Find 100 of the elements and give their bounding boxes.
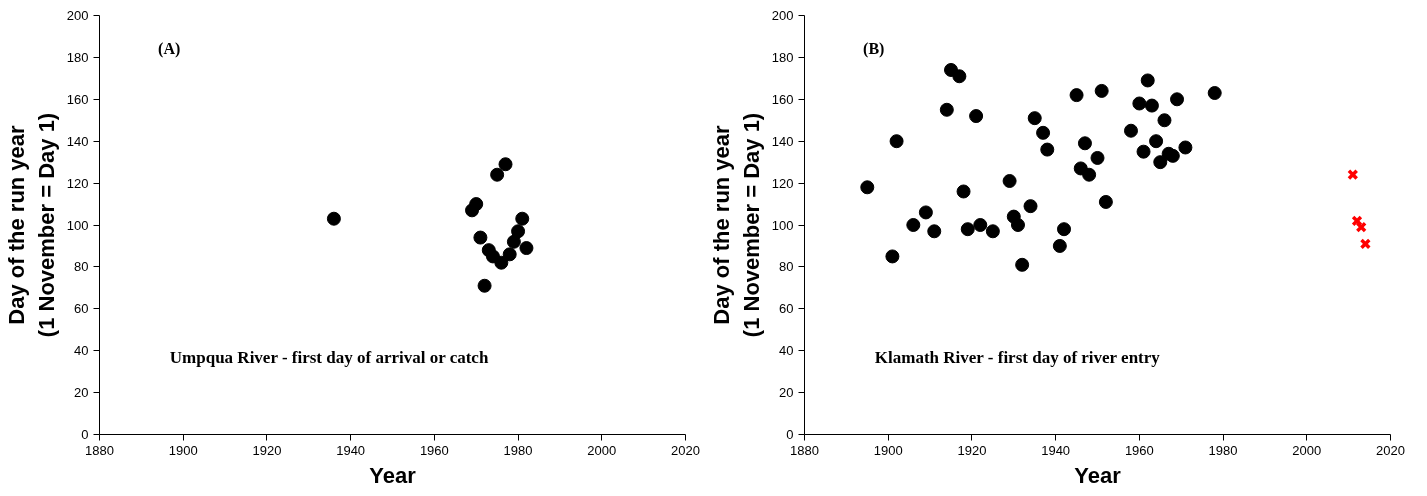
point: [973, 218, 988, 232]
x-tick-label: 1880: [790, 442, 819, 458]
point: [511, 224, 526, 239]
y-tick-label: 140: [66, 133, 89, 149]
y-tick-label: 140: [771, 133, 794, 149]
point: [477, 278, 492, 293]
y-tick-label: 120: [66, 175, 89, 191]
point: [506, 234, 521, 249]
point: [1157, 113, 1172, 128]
x-tick-label: 1900: [168, 442, 198, 458]
y-tick-label: 80: [74, 259, 89, 275]
x-tick-label: 1940: [1041, 442, 1071, 458]
point: [494, 255, 509, 270]
annotation: Umpqua River - first day of arrival or catch: [169, 348, 489, 368]
point: [906, 218, 921, 232]
y-axis-title: Day of the run year (1 November = Day 1): [708, 112, 764, 338]
point: [927, 224, 942, 239]
point: [1359, 238, 1372, 250]
annotation: (B): [863, 40, 885, 59]
point: [1355, 221, 1367, 233]
point: [1077, 136, 1092, 151]
point: [1144, 98, 1159, 113]
point: [490, 167, 505, 182]
point: [1136, 144, 1151, 159]
point: [1140, 73, 1155, 88]
point: [1023, 199, 1038, 214]
point: [1040, 142, 1055, 157]
point: [985, 224, 1000, 239]
point: [469, 197, 484, 212]
x-tick-label: 1900: [873, 442, 903, 458]
annotation: (A): [158, 40, 181, 59]
point: [889, 134, 904, 149]
point: [918, 205, 933, 220]
x-tick-label: 1980: [1208, 442, 1238, 458]
point: [502, 247, 517, 262]
x-tick-label: 1960: [1124, 442, 1154, 458]
point: [1165, 148, 1180, 163]
x-tick-label: 2020: [671, 442, 700, 458]
point: [1015, 257, 1030, 272]
y-tick-label: 40: [779, 343, 794, 359]
point: [1178, 140, 1193, 155]
x-tick-label: 1920: [957, 442, 987, 458]
point: [473, 230, 488, 245]
x-tick-label: 2000: [587, 442, 617, 458]
annotation: Klamath River - first day of river entry: [874, 348, 1161, 368]
point: [1069, 88, 1084, 103]
point: [1347, 169, 1359, 181]
point: [1149, 134, 1164, 149]
point: [1036, 125, 1051, 140]
point: [1090, 150, 1105, 165]
y-tick-label: 180: [771, 49, 794, 65]
point: [1002, 174, 1017, 188]
point: [885, 249, 900, 264]
point: [860, 180, 875, 195]
y-tick-label: 200: [66, 8, 89, 23]
y-tick-label: 0: [81, 427, 89, 442]
point: [1094, 83, 1109, 98]
point: [1351, 215, 1363, 227]
x-tick-label: 1940: [336, 442, 366, 458]
point: [1170, 92, 1185, 107]
x-tick-label: 1880: [85, 442, 114, 458]
point: [519, 241, 534, 256]
y-tick-label: 40: [74, 343, 89, 359]
y-tick-label: 120: [771, 175, 794, 191]
point: [498, 157, 513, 172]
point: [1057, 222, 1072, 237]
y-tick-label: 20: [74, 385, 89, 401]
point: [1123, 123, 1138, 138]
point: [326, 211, 341, 226]
x-axis-title: Year: [369, 462, 417, 488]
y-tick-label: 60: [779, 301, 794, 317]
y-tick-label: 180: [66, 49, 89, 65]
point: [1052, 238, 1067, 253]
y-axis-title: Day of the run year (1 November = Day 1): [3, 112, 59, 338]
x-tick-label: 1960: [419, 442, 449, 458]
y-tick-label: 100: [771, 217, 794, 233]
y-tick-label: 80: [779, 259, 794, 275]
y-tick-label: 200: [771, 8, 794, 23]
point: [1132, 96, 1147, 111]
point: [1027, 111, 1042, 126]
point: [515, 211, 530, 226]
y-tick-label: 0: [786, 427, 794, 442]
x-tick-label: 1920: [252, 442, 282, 458]
point: [1082, 167, 1097, 182]
y-tick-label: 60: [74, 301, 89, 317]
x-axis-title: Year: [1074, 462, 1122, 488]
point: [952, 69, 967, 84]
point: [939, 102, 954, 117]
point: [956, 184, 971, 199]
point: [1153, 155, 1168, 170]
y-tick-label: 100: [66, 217, 89, 233]
point: [960, 222, 975, 237]
point: [1010, 218, 1025, 232]
point: [969, 109, 984, 124]
y-tick-label: 20: [779, 385, 794, 401]
y-tick-label: 160: [66, 91, 89, 107]
point: [1098, 194, 1113, 209]
x-tick-label: 2020: [1376, 442, 1405, 458]
x-tick-label: 2000: [1292, 442, 1322, 458]
point: [1207, 86, 1222, 100]
